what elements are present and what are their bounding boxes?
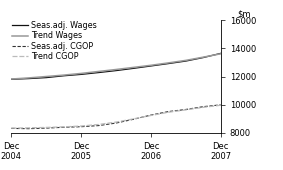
Trend CGOP bbox=[80, 125, 83, 127]
Trend Wages bbox=[167, 62, 170, 64]
Seas.adj. CGOP bbox=[149, 114, 153, 116]
Trend CGOP bbox=[97, 123, 100, 125]
Seas.adj. CGOP bbox=[201, 106, 205, 108]
Seas.adj. CGOP bbox=[62, 126, 65, 128]
Seas.adj. Wages bbox=[167, 63, 170, 65]
Trend Wages bbox=[80, 72, 83, 74]
Seas.adj. Wages bbox=[219, 52, 222, 54]
Line: Trend CGOP: Trend CGOP bbox=[11, 105, 221, 128]
Seas.adj. Wages bbox=[10, 78, 13, 80]
Trend Wages bbox=[149, 64, 153, 66]
Trend CGOP bbox=[149, 114, 153, 116]
Seas.adj. CGOP bbox=[114, 122, 118, 124]
Seas.adj. CGOP bbox=[184, 108, 188, 111]
Trend Wages bbox=[201, 56, 205, 58]
Seas.adj. Wages bbox=[132, 67, 135, 69]
Seas.adj. CGOP bbox=[167, 110, 170, 113]
Seas.adj. CGOP bbox=[219, 104, 222, 106]
Trend Wages bbox=[27, 77, 31, 79]
Trend CGOP bbox=[62, 126, 65, 128]
Seas.adj. Wages bbox=[201, 57, 205, 59]
Seas.adj. Wages bbox=[184, 60, 188, 62]
Trend CGOP bbox=[114, 121, 118, 123]
Seas.adj. Wages bbox=[62, 75, 65, 77]
Trend CGOP bbox=[27, 127, 31, 129]
Trend CGOP bbox=[10, 127, 13, 129]
Seas.adj. CGOP bbox=[80, 126, 83, 128]
Trend CGOP bbox=[132, 118, 135, 120]
Trend Wages bbox=[219, 53, 222, 55]
Seas.adj. Wages bbox=[97, 72, 100, 74]
Seas.adj. Wages bbox=[27, 78, 31, 80]
Seas.adj. CGOP bbox=[97, 125, 100, 127]
Seas.adj. Wages bbox=[80, 73, 83, 75]
Trend Wages bbox=[97, 70, 100, 72]
Seas.adj. CGOP bbox=[44, 127, 48, 129]
Trend Wages bbox=[132, 66, 135, 68]
Seas.adj. CGOP bbox=[132, 118, 135, 120]
Trend CGOP bbox=[44, 126, 48, 128]
Line: Trend Wages: Trend Wages bbox=[11, 54, 221, 79]
Trend CGOP bbox=[167, 111, 170, 113]
Trend Wages bbox=[44, 75, 48, 78]
Trend Wages bbox=[62, 74, 65, 76]
Seas.adj. CGOP bbox=[27, 128, 31, 130]
Text: $m: $m bbox=[237, 9, 251, 18]
Seas.adj. Wages bbox=[149, 65, 153, 67]
Trend CGOP bbox=[219, 104, 222, 106]
Trend Wages bbox=[184, 59, 188, 61]
Seas.adj. Wages bbox=[114, 70, 118, 72]
Trend Wages bbox=[114, 69, 118, 71]
Trend Wages bbox=[10, 78, 13, 80]
Legend: Seas.adj. Wages, Trend Wages, Seas.adj. CGOP, Trend CGOP: Seas.adj. Wages, Trend Wages, Seas.adj. … bbox=[12, 21, 97, 61]
Line: Seas.adj. Wages: Seas.adj. Wages bbox=[11, 53, 221, 79]
Trend CGOP bbox=[201, 106, 205, 108]
Line: Seas.adj. CGOP: Seas.adj. CGOP bbox=[11, 105, 221, 129]
Seas.adj. Wages bbox=[44, 77, 48, 79]
Trend CGOP bbox=[184, 109, 188, 111]
Seas.adj. CGOP bbox=[10, 127, 13, 129]
